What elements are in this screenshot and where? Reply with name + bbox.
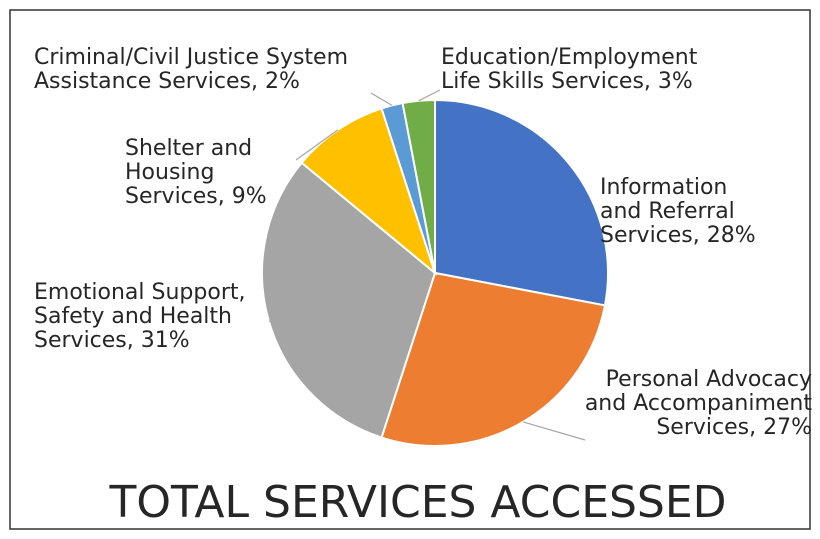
pie-slice-2 <box>380 271 607 447</box>
slice-label-2: Personal Advocacy and Accompaniment Servic… <box>585 367 813 440</box>
slice-label-line: Services, 28% <box>600 223 756 248</box>
slice-label-6: Education/Employment Life Skills Services… <box>441 45 698 94</box>
slice-label-line: Education/Employment <box>441 45 698 70</box>
leader-line-4 <box>295 129 339 161</box>
slice-label-1: Information and Referral Services, 28% <box>600 175 756 248</box>
slice-label-line: Services, 31% <box>34 328 190 353</box>
slice-label-line: Assistance Services, 2% <box>34 69 300 94</box>
slice-label-line: Emotional Support, <box>34 280 245 305</box>
pie-slice-1 <box>434 98 610 307</box>
leader-line-3 <box>268 318 288 322</box>
slice-label-line: Information <box>600 175 727 200</box>
pie-slices <box>261 98 610 447</box>
leader-line-2 <box>522 421 586 441</box>
leader-lines <box>268 89 586 441</box>
slice-labels: Information and Referral Services, 28% Pers… <box>34 45 812 440</box>
slice-label-line: Safety and Health <box>34 304 232 329</box>
slice-label-4: Shelter and Housing Services, 9% <box>125 136 267 209</box>
slice-label-3: Emotional Support, Safety and Health Servi… <box>34 280 245 353</box>
slice-label-line: and Accompaniment <box>585 391 813 416</box>
slice-label-line: Life Skills Services, 3% <box>441 69 693 94</box>
slice-label-line: and Referral <box>600 199 735 224</box>
slice-label-line: Services, 27% <box>656 415 812 440</box>
slice-label-5: Criminal/Civil Justice System Assistance … <box>34 45 348 94</box>
chart-title: TOTAL SERVICES ACCESSED <box>108 477 726 528</box>
slice-label-line: Services, 9% <box>125 184 267 209</box>
leader-line-5 <box>370 92 393 106</box>
slice-label-line: Criminal/Civil Justice System <box>34 45 348 70</box>
leader-line-6 <box>418 89 441 102</box>
slice-label-line: Housing <box>125 160 214 185</box>
slice-label-line: Shelter and <box>125 136 252 161</box>
slice-label-line: Personal Advocacy <box>606 367 812 392</box>
